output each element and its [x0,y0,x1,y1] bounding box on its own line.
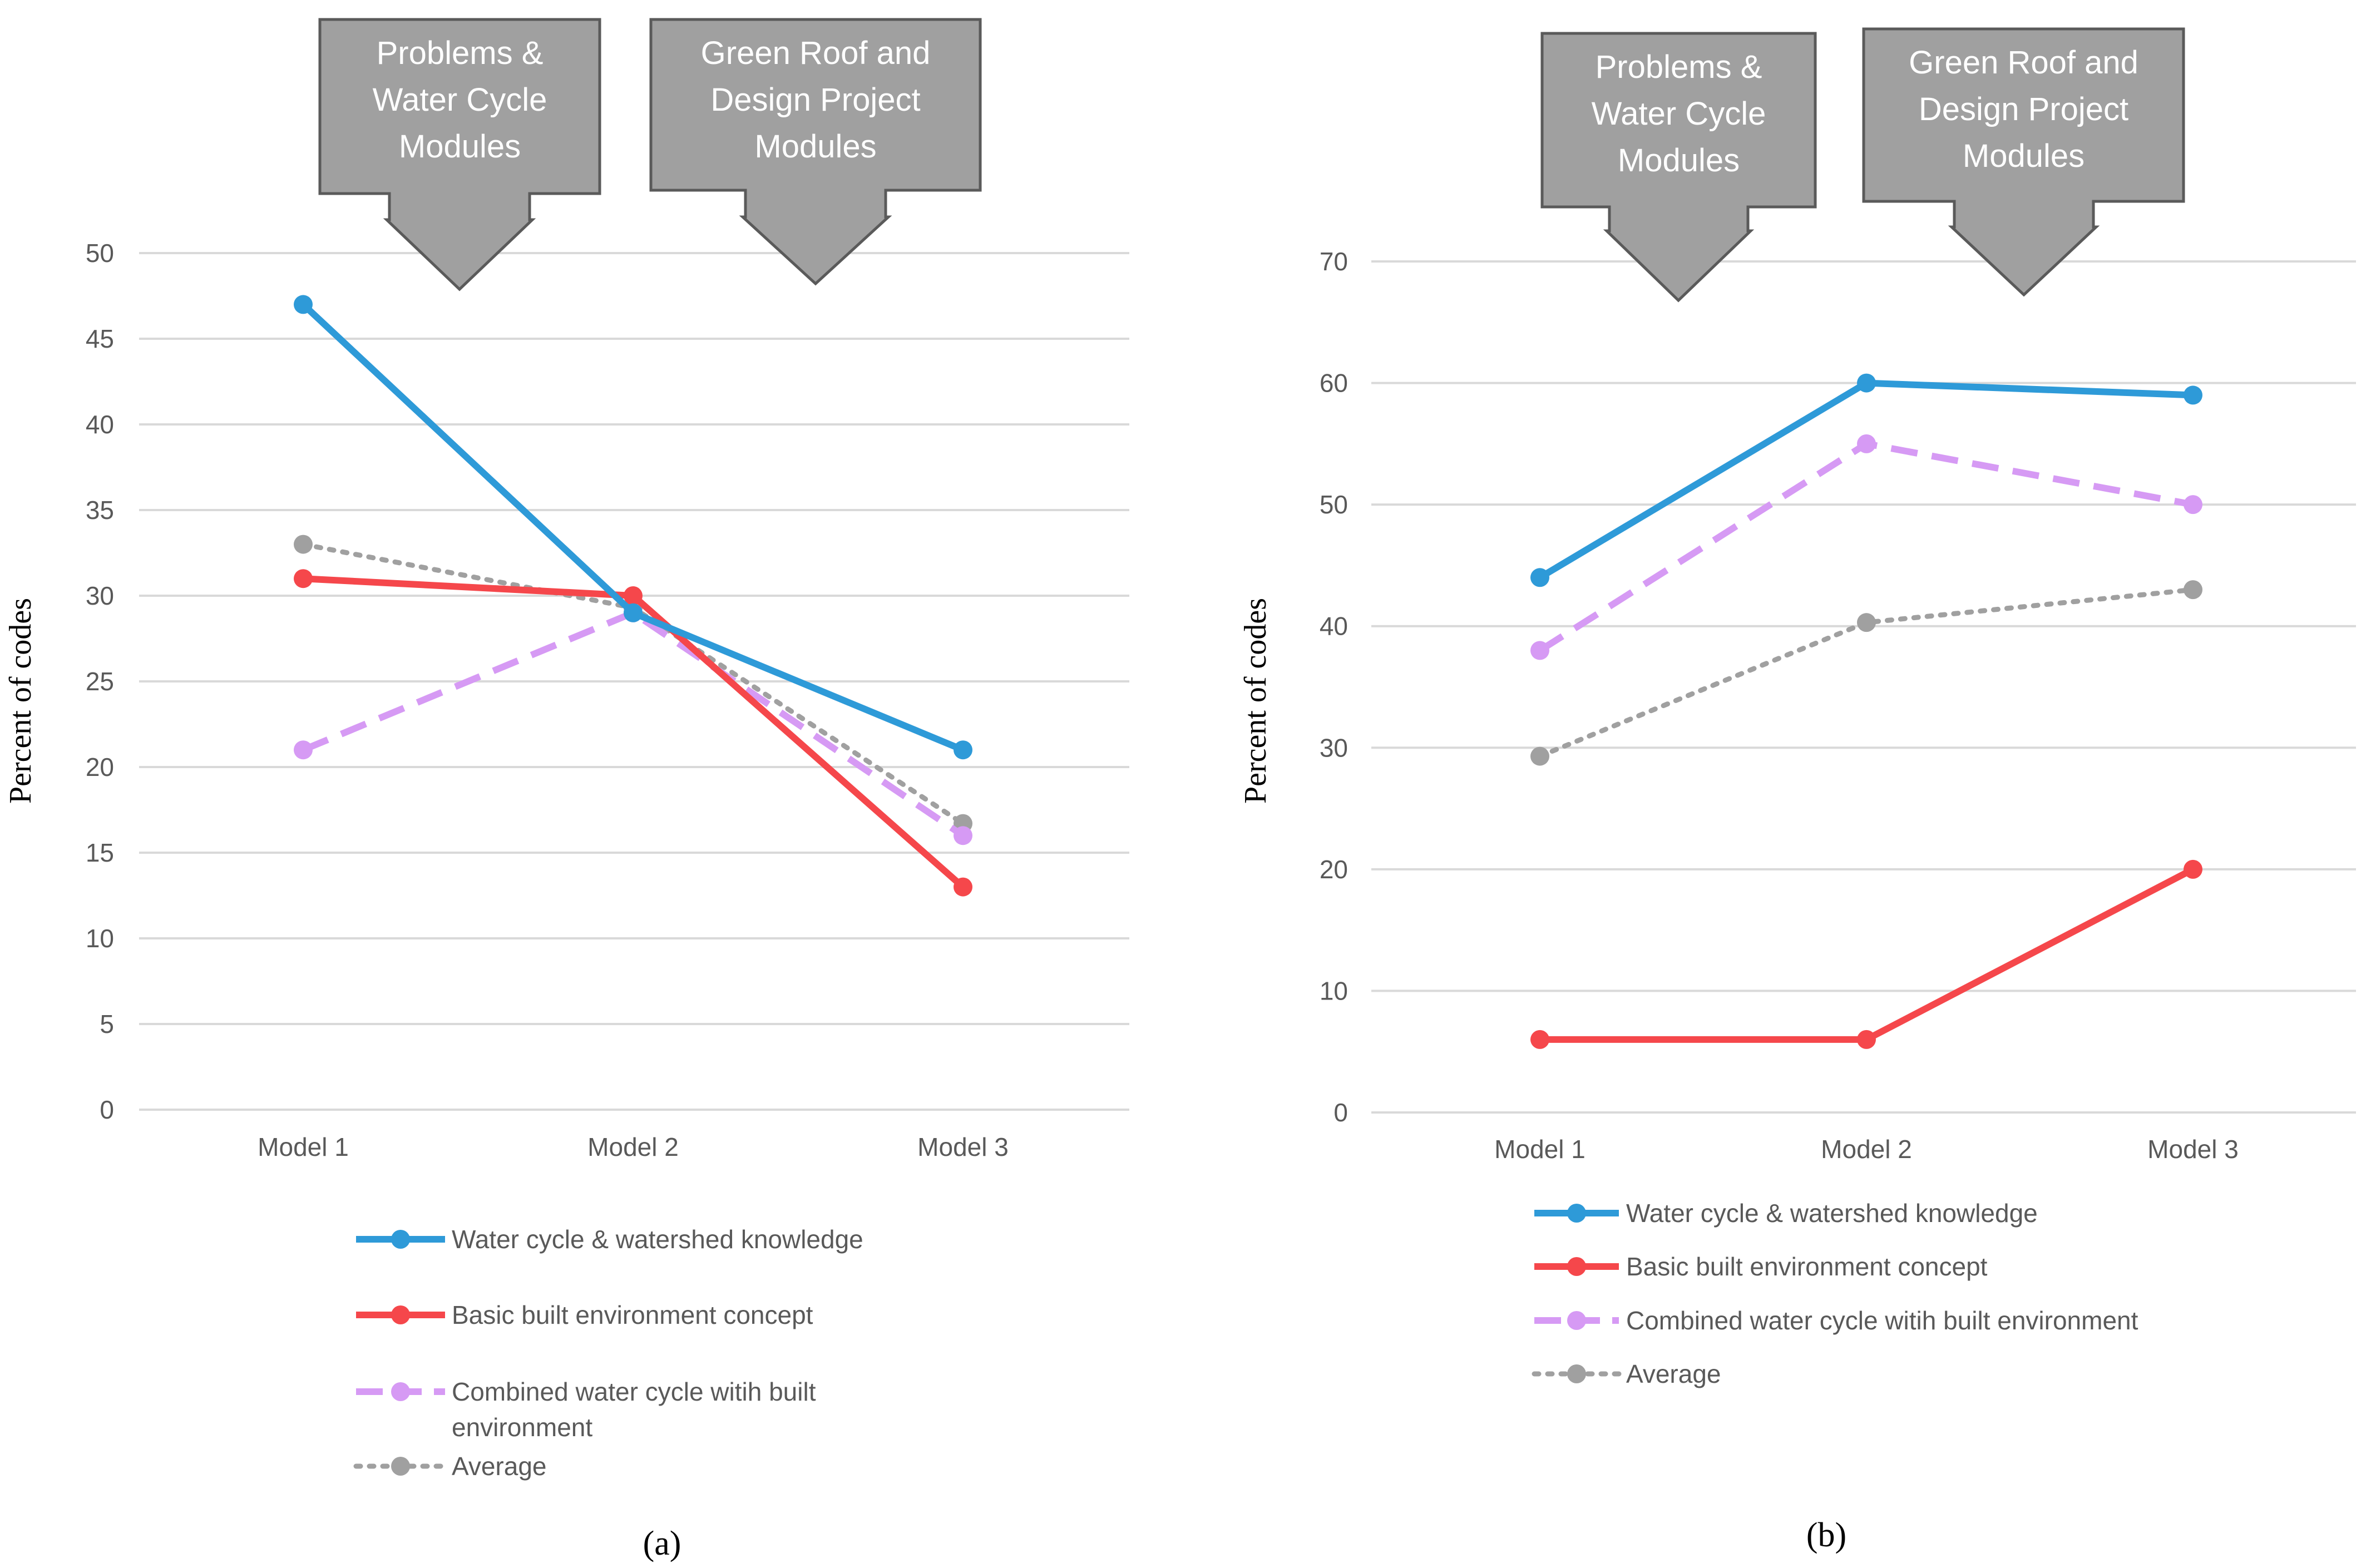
callout-text: Design Project [710,82,920,118]
x-tick-label: Model 3 [2147,1135,2239,1164]
data-point-basic [294,569,313,588]
callout-text: Green Roof and [701,35,931,71]
y-tick-label: 25 [86,667,114,696]
y-tick-label: 0 [1333,1098,1348,1127]
y-axis-label: Percent of codes [3,598,38,804]
data-point-basic [624,586,643,605]
series-line-water [1538,379,2194,581]
y-tick-label: 30 [1320,733,1348,762]
data-point-water [1857,373,1876,393]
callout-arrow [1540,32,1817,303]
callout-text: Modules [1618,142,1740,179]
legend-label: Average [452,1452,547,1481]
legend-label: Combined water cycle witih built environ… [1626,1306,2138,1335]
y-tick-label: 45 [86,324,114,353]
panel-label: (a) [643,1525,681,1562]
data-point-average [2184,580,2202,600]
data-point-basic [2184,859,2202,879]
legend-label-line: Combined water cycle witih built [452,1377,816,1406]
y-tick-label: 70 [1320,247,1348,276]
legend-marker-basic [1567,1257,1586,1276]
y-tick-label: 10 [1320,976,1348,1005]
legend-marker-basic [391,1305,410,1324]
series-line-basic [303,575,965,890]
x-tick-label: Model 2 [587,1132,679,1161]
y-tick-label: 20 [86,753,114,781]
legend-label-line: environment [452,1413,592,1442]
legend-marker-average [391,1457,410,1476]
legend-marker-water [391,1230,410,1249]
data-point-water [1530,568,1549,587]
x-tick-label: Model 3 [917,1132,1009,1161]
data-point-average [1530,746,1549,766]
y-tick-label: 0 [100,1095,114,1124]
data-point-combined [294,740,313,760]
data-point-average [1857,613,1876,632]
y-tick-label: 50 [1320,490,1348,519]
x-tick-label: Model 1 [258,1132,349,1161]
data-point-combined [2184,495,2202,515]
x-tick-label: Model 2 [1821,1135,1912,1164]
y-tick-label: 30 [86,581,114,610]
series-line-basic [1540,866,2195,1043]
y-tick-label: 35 [86,496,114,525]
legend-label: Water cycle & watershed knowledge [1626,1199,2038,1228]
callout-text: Water Cycle [373,82,547,118]
y-tick-label: 20 [1320,855,1348,884]
callout-text: Modules [754,128,876,165]
callout-arrow [318,18,601,291]
legend-marker-combined [1567,1311,1586,1330]
legend-marker-water [1567,1204,1586,1223]
callout-text: Problems & [1596,49,1762,85]
callout-arrow [649,18,982,286]
y-tick-label: 50 [86,239,114,268]
callout-text: Modules [399,128,521,165]
data-point-basic [954,877,972,897]
data-point-combined [1857,434,1876,453]
callout-arrow [1862,27,2185,297]
callout-text: Problems & [377,35,544,71]
data-point-water [624,603,643,622]
callout-text: Design Project [1919,91,2128,127]
legend-label: Combined water cycle witih built environm… [452,1377,816,1442]
legend-marker-average [1567,1364,1586,1383]
y-tick-label: 5 [100,1010,114,1038]
callout-text: Modules [1963,138,2085,174]
y-tick-label: 40 [86,410,114,439]
y-tick-label: 15 [86,838,114,867]
callout-text: Green Roof and [1909,44,2138,81]
chart-panel-b: 0 10 20 30 40 50 60 70 Model 1 Model 2 Model 3 Perc… [1238,27,2356,1554]
data-point-combined [1530,641,1549,660]
legend-label: Basic built environment concept [1626,1252,1988,1281]
data-point-water [294,295,313,314]
data-point-average [294,535,313,554]
data-point-water [2184,385,2202,405]
y-tick-label: 10 [86,924,114,953]
legend-label: Average [1626,1359,1721,1388]
x-tick-label: Model 1 [1494,1135,1585,1164]
data-point-basic [1857,1030,1876,1049]
data-point-basic [1530,1030,1549,1049]
data-point-combined [954,826,972,845]
legend-label: Basic built environment concept [452,1300,813,1329]
legend-label: Water cycle & watershed knowledge [452,1225,863,1254]
y-tick-label: 40 [1320,612,1348,641]
data-point-water [954,740,972,760]
y-axis-label: Percent of codes [1238,598,1273,804]
panel-label: (b) [1806,1516,1846,1554]
y-tick-label: 60 [1320,369,1348,398]
series-line-combined [302,609,965,839]
series-line-water [300,302,965,753]
legend-marker-combined [391,1382,410,1401]
callout-text: Water Cycle [1592,96,1766,132]
chart-panel-a: 0 5 10 15 20 25 30 35 40 45 50 Model 1 Model 2 Model … [3,18,1129,1562]
